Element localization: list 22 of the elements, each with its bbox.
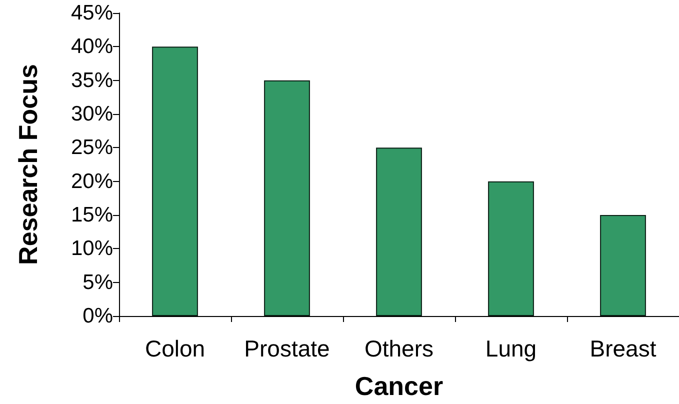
bar (152, 46, 198, 316)
x-axis-title: Cancer (354, 371, 444, 401)
y-tick-label: 25% (70, 136, 113, 160)
y-tick-label: 20% (70, 170, 113, 193)
y-tick-label: 30% (70, 102, 113, 126)
bar (600, 215, 646, 316)
bar (376, 148, 422, 316)
y-tick-label: 35% (70, 68, 113, 92)
y-axis-title: Research Focus (13, 64, 43, 265)
x-tick-label: Others (364, 336, 434, 362)
bar (264, 80, 310, 316)
x-tick-label: Lung (485, 336, 537, 362)
x-tick-label: Prostate (244, 336, 330, 362)
y-tick-label: 15% (70, 204, 113, 226)
y-tick-label: 0% (82, 304, 113, 328)
y-tick-label: 5% (82, 270, 113, 294)
y-tick-label: 45% (70, 2, 113, 24)
bar (488, 181, 534, 316)
y-tick-label: 10% (70, 237, 113, 260)
x-tick-label: Breast (590, 336, 657, 362)
x-tick-label: Colon (144, 336, 206, 362)
y-tick-label: 40% (70, 35, 113, 58)
